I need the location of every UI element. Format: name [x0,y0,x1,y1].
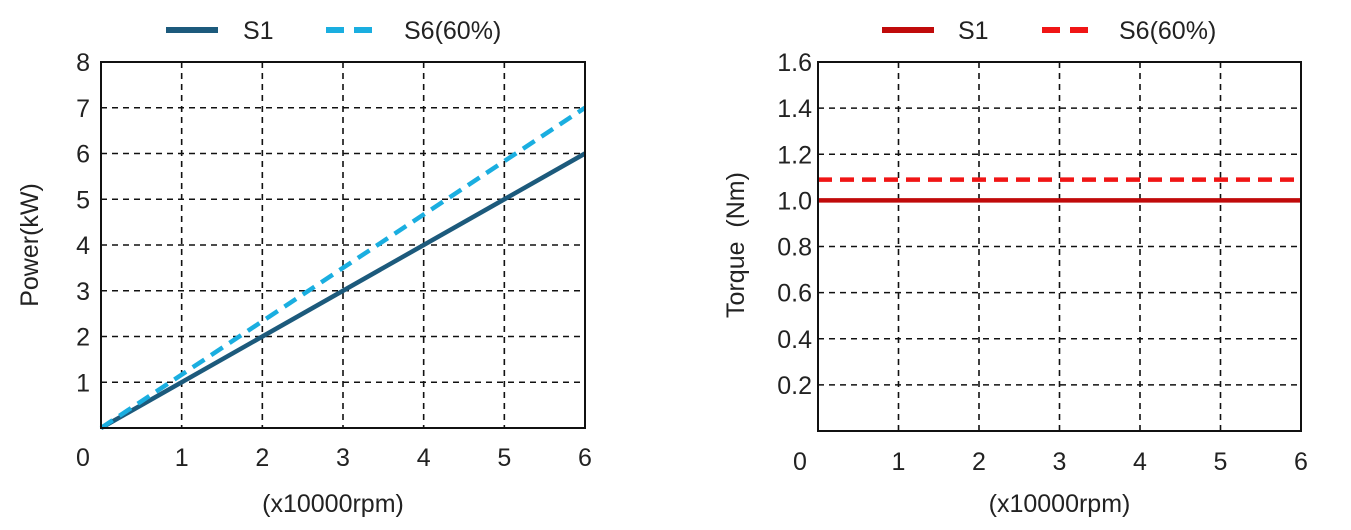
chart1-x-axis-label: (x10000rpm) [262,490,404,518]
chart1-series-line-1 [99,151,587,430]
chart2-x-tick-label: 6 [1294,448,1308,476]
chart2-legend-label-1: S1 [958,17,989,45]
chart2-y-axis-label: Torque (Nm) [722,172,750,318]
chart2-plot-frame [817,61,1302,432]
chart2-x-tick-label: 4 [1133,448,1147,476]
chart2-x-tick-label: 0 [793,448,807,476]
chart1-y-tick-label: 2 [76,324,90,352]
chart1-plot-frame [100,61,586,429]
chart2-y-tick-label: 0.8 [777,234,812,262]
chart2-y-tick-label: 0.2 [777,372,812,400]
chart1-x-tick-label: 4 [417,444,431,472]
chart1-y-tick-label: 5 [76,186,90,214]
chart2-y-tick-label: 1.0 [777,187,812,215]
chart1-y-tick-label: 8 [76,49,90,77]
chart2-y-tick-label: 1.2 [777,141,812,169]
chart2-x-tick-label: 2 [972,448,986,476]
chart1-y-tick-label: 1 [76,369,90,397]
chart1-series-line-2 [99,105,587,430]
chart1-x-tick-label: 6 [578,444,592,472]
chart1-y-axis-label: Power(kW) [16,183,44,307]
chart1-x-tick-label: 0 [76,444,90,472]
chart2-y-tick-label: 1.6 [777,49,812,77]
chart2-x-axis-label: (x10000rpm) [989,490,1131,518]
chart2-x-tick-label: 1 [892,448,906,476]
chart1-x-tick-label: 2 [255,444,269,472]
chart2-legend-label-2: S6(60%) [1119,17,1216,45]
chart2-x-tick-label: 3 [1053,448,1067,476]
chart1-y-tick-label: 3 [76,278,90,306]
chart2-x-tick-label: 5 [1214,448,1228,476]
chart1-legend-label-2: S6(60%) [404,17,501,45]
chart2-y-tick-label: 1.4 [777,95,812,123]
chart1-y-tick-label: 4 [76,232,90,260]
chart1-x-tick-label: 3 [336,444,350,472]
chart1-y-tick-label: 6 [76,141,90,169]
chart1-y-tick-label: 7 [76,95,90,123]
chart1-x-tick-label: 5 [497,444,511,472]
chart2-y-tick-label: 0.6 [777,280,812,308]
chart2-y-tick-label: 0.4 [777,326,812,354]
chart1-x-tick-label: 1 [175,444,189,472]
chart1-legend-label-1: S1 [243,17,274,45]
